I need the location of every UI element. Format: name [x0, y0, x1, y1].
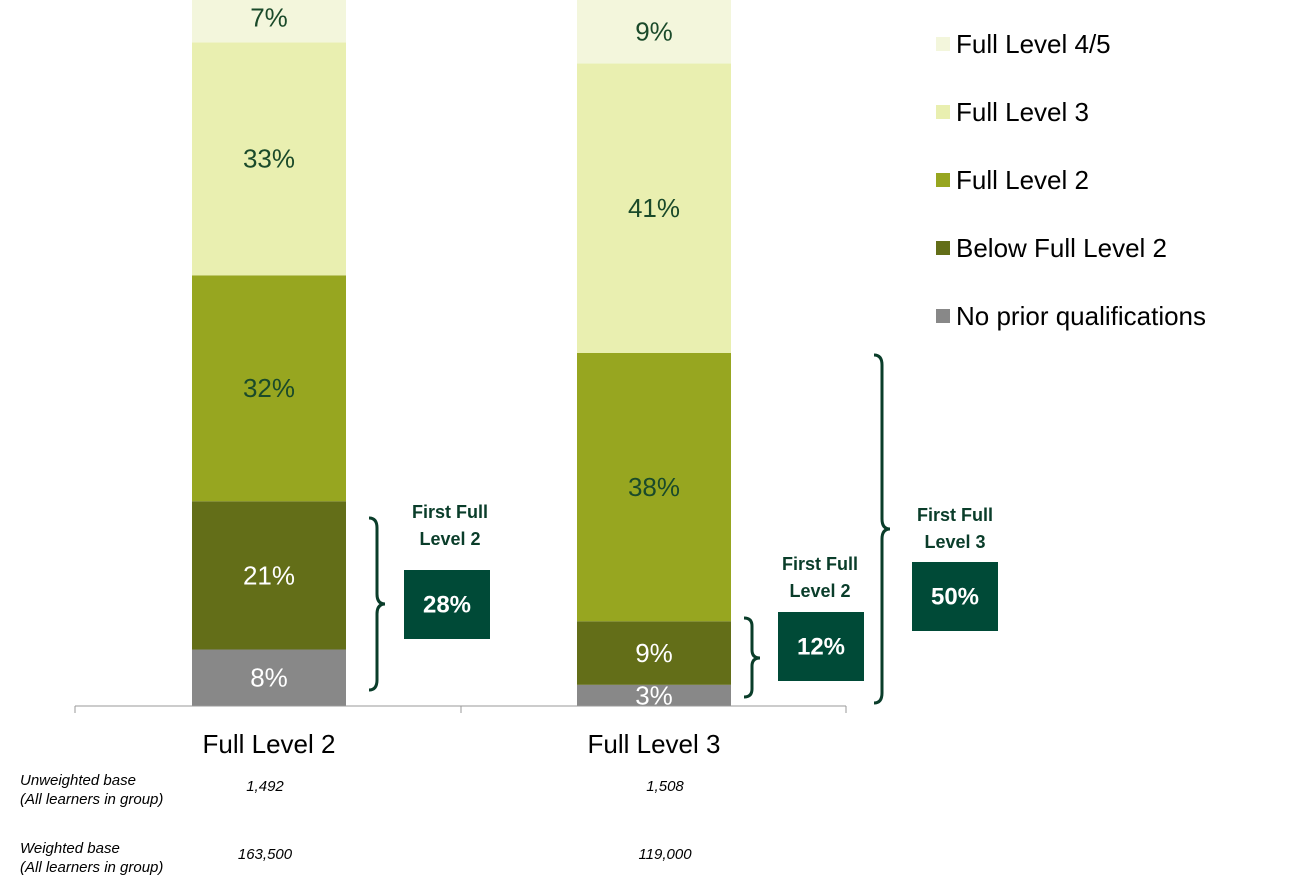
legend-swatch — [936, 105, 950, 119]
legend-item: Full Level 2 — [936, 164, 1236, 232]
base-value: 119,000 — [638, 846, 692, 863]
annotation-text: Level 2 — [789, 581, 850, 601]
legend: Full Level 4/5 Full Level 3 Full Level 2 Be… — [936, 28, 1236, 368]
base-label: (All learners in group) — [20, 791, 163, 808]
value-label: 3% — [635, 680, 673, 710]
annotation-value: 12% — [797, 633, 845, 660]
legend-item: No prior qualifications — [936, 300, 1236, 368]
legend-swatch — [936, 309, 950, 323]
annotation-text: First Full — [412, 502, 488, 522]
bar-segment — [577, 684, 731, 706]
legend-item: Full Level 4/5 — [936, 28, 1236, 96]
legend-label: Below Full Level 2 — [956, 233, 1167, 263]
annotation-value: 28% — [423, 591, 471, 618]
bracket — [368, 516, 386, 692]
bar-segment — [192, 275, 346, 502]
legend-label: Full Level 4/5 — [956, 29, 1111, 59]
legend-label: Full Level 3 — [956, 97, 1089, 127]
bar-segment — [192, 42, 346, 276]
value-label: 38% — [628, 472, 680, 502]
legend-swatch — [936, 241, 950, 255]
bar-segment — [577, 621, 731, 685]
base-value: 1,492 — [246, 778, 284, 795]
value-label: 9% — [635, 638, 673, 668]
bracket — [873, 353, 891, 705]
legend-swatch — [936, 37, 950, 51]
base-label: Unweighted base — [20, 772, 136, 789]
base-label: (All learners in group) — [20, 859, 163, 876]
bracket — [743, 616, 761, 699]
x-tick-label: Full Level 3 — [588, 729, 721, 759]
annotation-text: First Full — [782, 554, 858, 574]
value-label: 8% — [250, 663, 288, 693]
x-tick-label: Full Level 2 — [203, 729, 336, 759]
annotation-box — [404, 570, 490, 639]
annotation-box — [912, 562, 998, 631]
value-label: 21% — [243, 560, 295, 590]
bar-segment — [577, 63, 731, 353]
value-label: 7% — [250, 3, 288, 33]
bar-segment — [192, 0, 346, 43]
annotation-text: Level 3 — [924, 532, 985, 552]
value-label: 32% — [243, 373, 295, 403]
base-value: 163,500 — [238, 846, 293, 863]
annotation-text: Level 2 — [419, 529, 480, 549]
legend-item: Full Level 3 — [936, 96, 1236, 164]
value-label: 33% — [243, 144, 295, 174]
legend-label: No prior qualifications — [956, 301, 1207, 331]
legend-item: Below Full Level 2 — [936, 232, 1236, 300]
value-label: 41% — [628, 193, 680, 223]
bar-segment — [192, 649, 346, 706]
bar-segment — [192, 501, 346, 650]
bar-segment — [577, 0, 731, 64]
annotation-value: 50% — [931, 583, 979, 610]
base-label: Weighted base — [20, 840, 120, 857]
annotation-text: First Full — [917, 505, 993, 525]
legend-label: Full Level 2 — [956, 165, 1089, 195]
annotation-box — [778, 612, 864, 681]
value-label: 9% — [635, 17, 673, 47]
base-value: 1,508 — [646, 778, 684, 795]
bar-segment — [577, 353, 731, 622]
legend-swatch — [936, 173, 950, 187]
